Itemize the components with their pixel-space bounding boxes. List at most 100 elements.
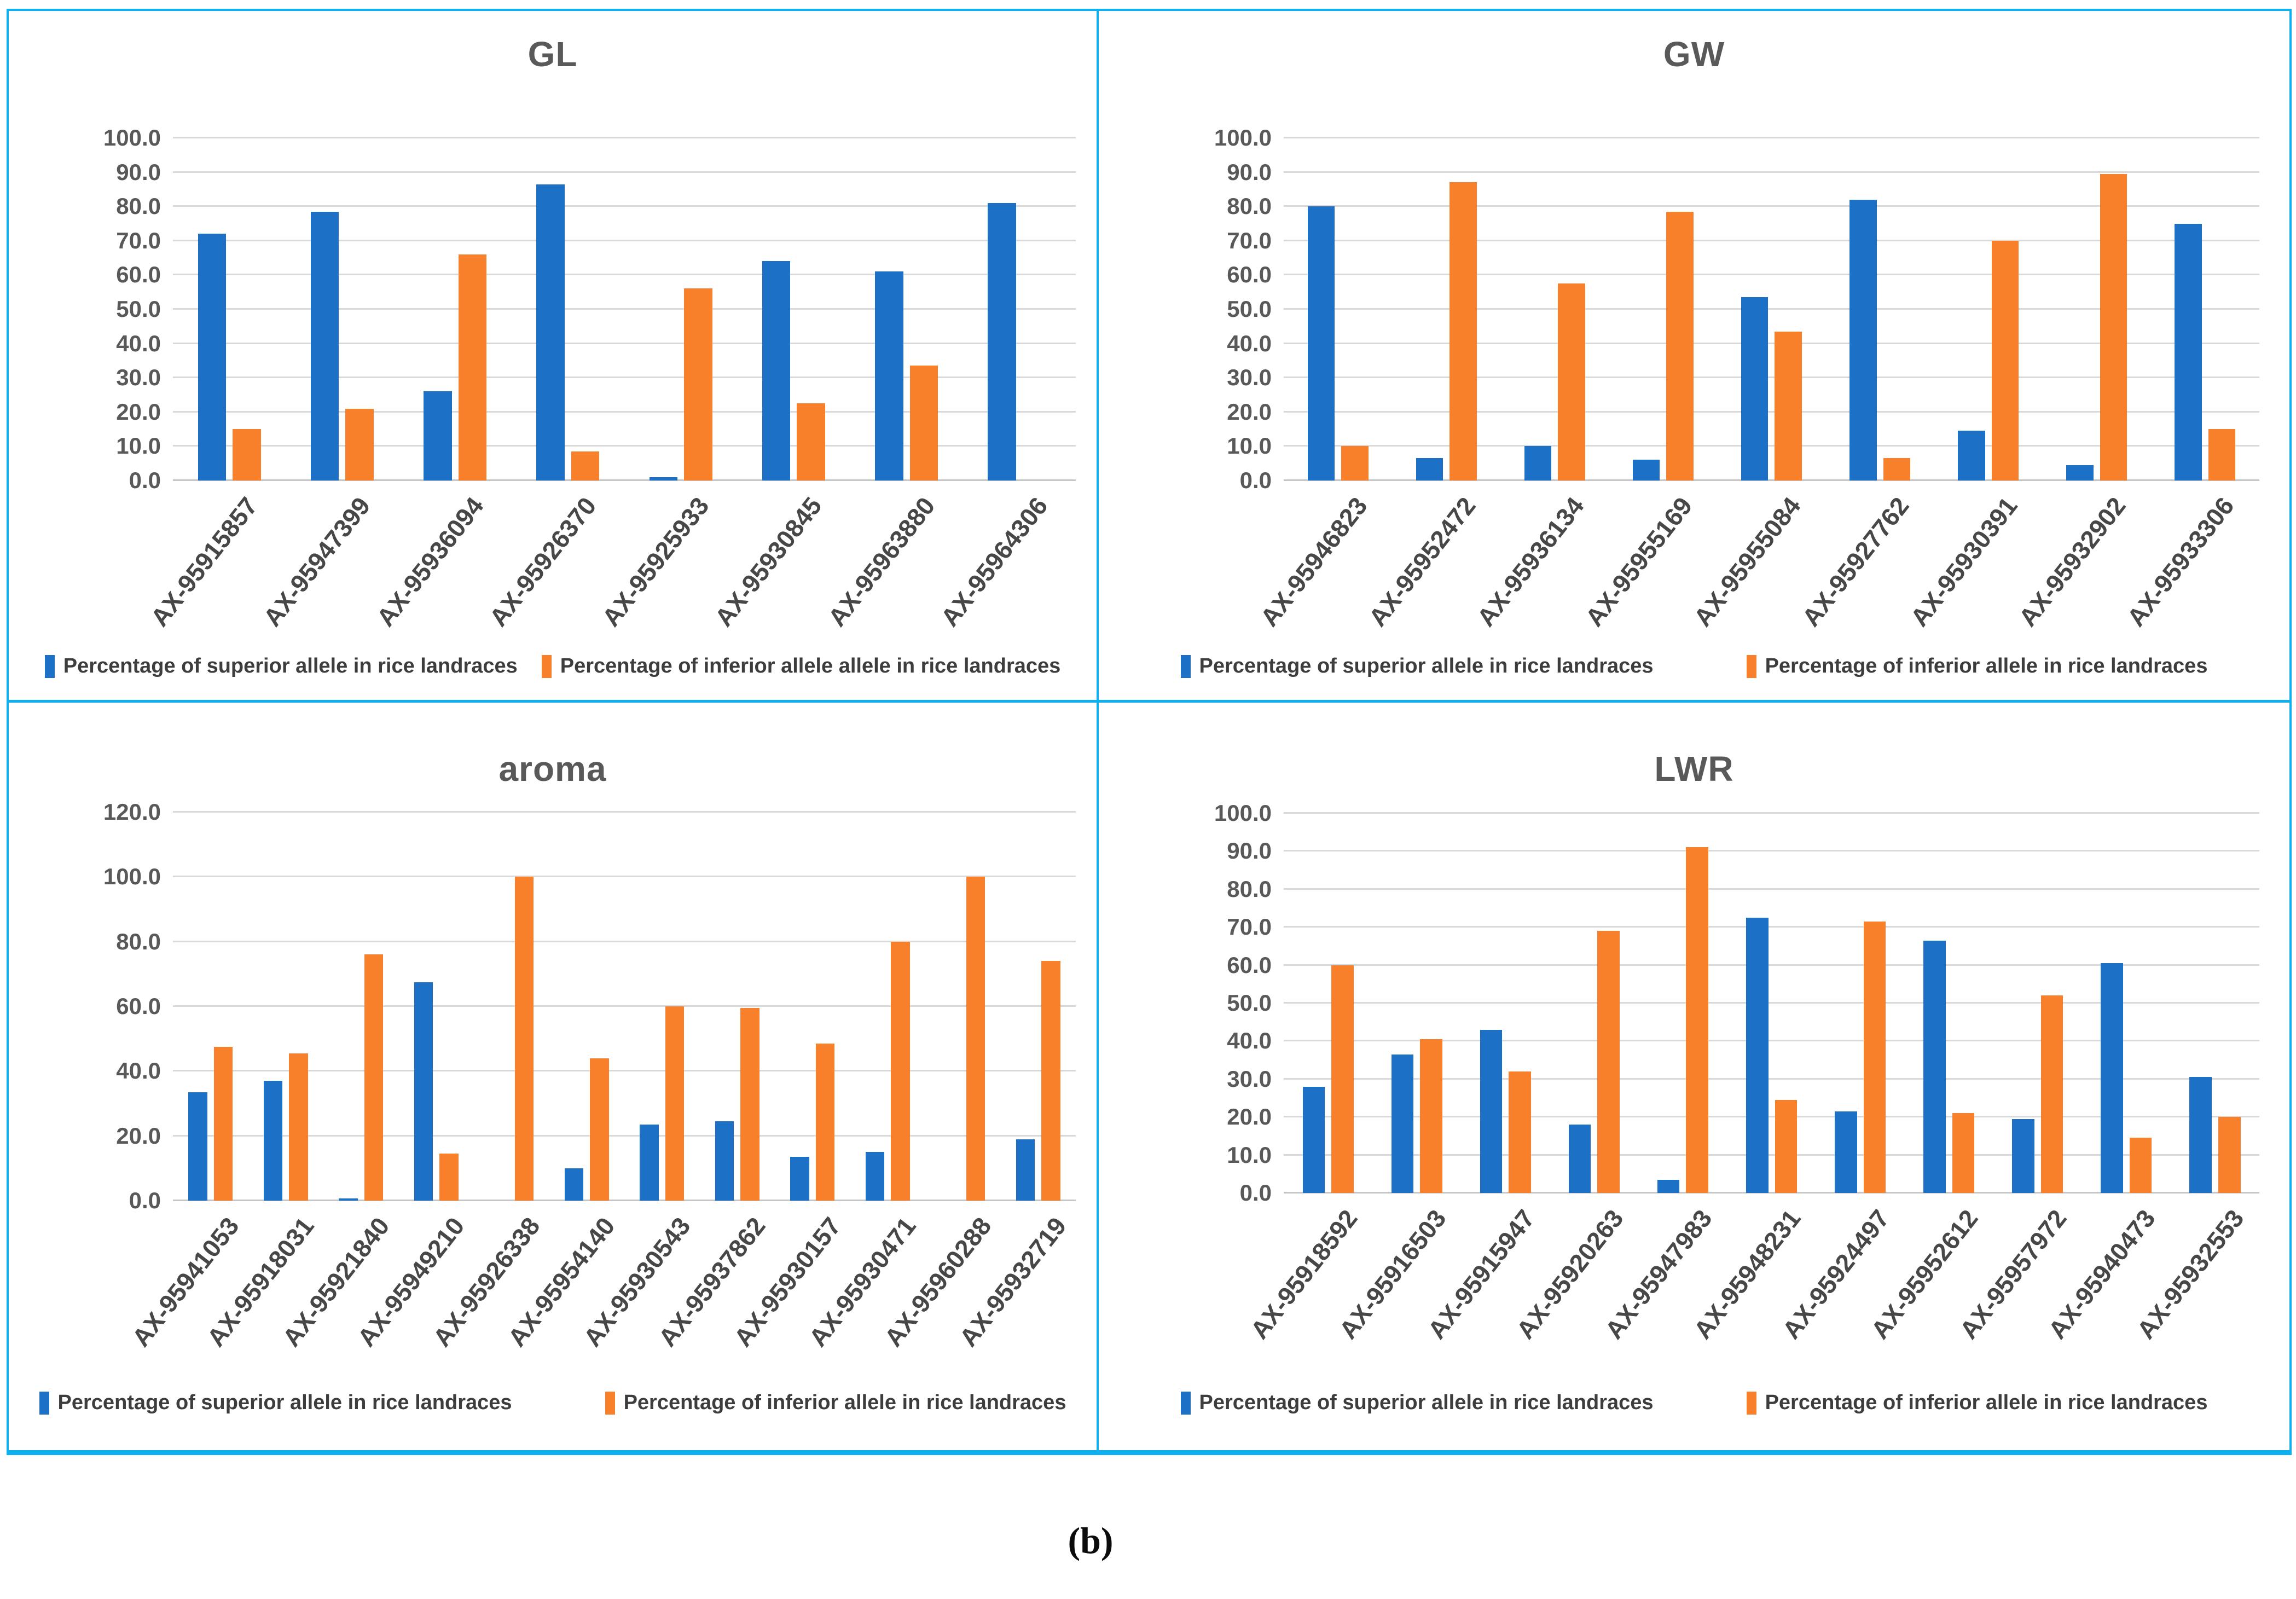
y-tick-label: 40.0 [116, 330, 161, 356]
category-group [2171, 813, 2259, 1193]
gridline [173, 876, 1076, 878]
category-group [173, 138, 286, 480]
bar-superior-allele [536, 184, 565, 480]
chart-legend: Percentage of superior allele in rice la… [9, 1391, 1097, 1415]
category-group [399, 138, 512, 480]
legend-item-superior: Percentage of superior allele in rice la… [39, 1391, 512, 1415]
x-axis-line [173, 1200, 1076, 1201]
y-tick-label: 80.0 [1227, 193, 1272, 219]
category-group [2082, 813, 2171, 1193]
bar-superior-allele [564, 1168, 584, 1201]
chart-panel-gw: GW 0.0 10.0 20.0 30.0 40.0 50.0 60.0 70.0 80.0 90.… [1099, 11, 2289, 703]
bar-superior-allele [2012, 1119, 2034, 1193]
bar-inferior-allele [571, 451, 600, 480]
y-tick-label: 0.0 [1239, 467, 1272, 493]
y-tick-label: 60.0 [1227, 262, 1272, 288]
y-tick-label: 30.0 [116, 364, 161, 391]
category-group [700, 812, 775, 1201]
legend-label: Percentage of inferior allele allele in … [560, 654, 1061, 677]
bar-superior-allele [1016, 1139, 1035, 1201]
category-group [1001, 812, 1076, 1201]
y-tick-label: 90.0 [1227, 838, 1272, 864]
legend-label: Percentage of inferior allele in rice la… [623, 1391, 1066, 1414]
y-tick-label: 50.0 [116, 296, 161, 322]
gridline [173, 239, 1076, 241]
bar-inferior-allele [1509, 1071, 1531, 1193]
y-tick-label: 60.0 [1227, 952, 1272, 978]
legend-item-superior: Percentage of superior allele in rice la… [1180, 654, 1654, 678]
y-tick-label: 10.0 [1227, 1142, 1272, 1168]
category-group [1934, 138, 2043, 480]
bar-superior-allele [263, 1081, 283, 1201]
bar-superior-allele [1307, 206, 1335, 480]
chart-legend: Percentage of superior allele in rice la… [9, 654, 1097, 678]
bar-superior-allele [1923, 940, 1946, 1193]
bar-inferior-allele [1558, 283, 1585, 480]
bar-superior-allele [1568, 1125, 1591, 1193]
bar-inferior-allele [1883, 458, 1911, 480]
y-tick-label: 20.0 [1227, 398, 1272, 425]
bar-inferior-allele [740, 1007, 759, 1201]
category-group [512, 138, 624, 480]
category-group [1816, 813, 1905, 1193]
category-group [775, 812, 850, 1201]
category-group [173, 812, 248, 1201]
bar-inferior-allele [2208, 429, 2236, 480]
y-tick-label: 80.0 [116, 193, 161, 219]
y-tick-label: 100.0 [1214, 800, 1272, 826]
category-group [850, 138, 963, 480]
gridline [173, 1005, 1076, 1007]
bar-groups [1284, 138, 2259, 480]
bar-inferior-allele [590, 1058, 609, 1201]
bar-superior-allele [339, 1198, 358, 1201]
bar-inferior-allele [909, 366, 938, 480]
y-tick-label: 90.0 [1227, 159, 1272, 185]
bar-inferior-allele [289, 1053, 308, 1201]
gridline [1284, 445, 2259, 447]
category-group [850, 812, 926, 1201]
figure-grid: GL 0.0 10.0 20.0 30.0 40.0 50.0 60.0 70.0 80.0 90.… [7, 9, 2292, 1455]
category-group [399, 812, 474, 1201]
bar-superior-allele [198, 234, 227, 480]
bar-inferior-allele [1420, 1039, 1442, 1193]
category-group [1284, 813, 1372, 1193]
legend-item-inferior: Percentage of inferior allele allele in … [541, 654, 1061, 678]
y-tick-label: 90.0 [116, 159, 161, 185]
category-group [2151, 138, 2259, 480]
chart-title: GL [527, 34, 578, 74]
gridline [1284, 239, 2259, 241]
y-tick-label: 20.0 [1227, 1104, 1272, 1130]
bar-inferior-allele [1686, 847, 1708, 1193]
gridline [173, 274, 1076, 276]
gridline [1284, 376, 2259, 379]
plot-area: 0.0 10.0 20.0 30.0 40.0 50.0 60.0 70.0 80.0 90.0 1… [1214, 125, 2259, 493]
bar-inferior-allele [213, 1046, 233, 1201]
gridline [1284, 888, 2259, 890]
gridline [173, 1134, 1076, 1137]
x-tick-label: AX-95964306 [935, 491, 1053, 632]
bar-superior-allele [988, 202, 1016, 480]
y-tick-label: 10.0 [116, 433, 161, 459]
bar-superior-allele [865, 1152, 885, 1201]
legend-item-inferior: Percentage of inferior allele in rice la… [605, 1391, 1066, 1415]
category-group [1905, 813, 1993, 1193]
category-group [474, 812, 549, 1201]
y-tick-label: 80.0 [1227, 876, 1272, 902]
legend-label: Percentage of superior allele in rice la… [63, 654, 518, 677]
y-tick-label: 40.0 [1227, 1028, 1272, 1054]
bar-inferior-allele [514, 877, 534, 1201]
category-group [1609, 138, 1717, 480]
bar-superior-allele [2101, 963, 2123, 1193]
bar-inferior-allele [966, 877, 985, 1201]
gridline [173, 137, 1076, 138]
category-group [1461, 813, 1550, 1193]
gridline [1284, 1040, 2259, 1042]
bar-superior-allele [2189, 1077, 2212, 1193]
bar-superior-allele [1632, 460, 1660, 480]
bar-inferior-allele [1597, 931, 1620, 1193]
bar-superior-allele [1480, 1029, 1503, 1193]
bar-superior-allele [1746, 917, 1769, 1193]
y-tick-label: 40.0 [1227, 330, 1272, 356]
bar-superior-allele [310, 211, 339, 480]
gridline [1284, 171, 2259, 173]
